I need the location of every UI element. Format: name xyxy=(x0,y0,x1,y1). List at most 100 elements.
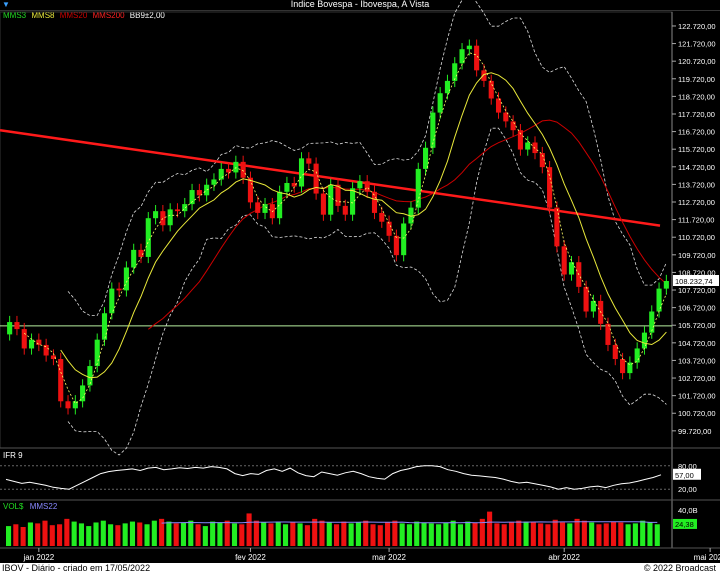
volume-bar xyxy=(603,523,609,546)
legend-mms3: MMS3 xyxy=(3,11,27,20)
volume-bar xyxy=(457,524,464,546)
volume-bar xyxy=(392,520,398,546)
volume-bar xyxy=(654,524,660,546)
x-month-label: abr 2022 xyxy=(548,553,580,562)
candle-body xyxy=(525,142,531,150)
y-tick-label: 112.720,00 xyxy=(678,198,715,207)
y-tick-label: 111.720,00 xyxy=(678,216,714,225)
candle-body xyxy=(620,359,626,374)
candle-body xyxy=(335,184,341,206)
candle-body xyxy=(160,211,166,226)
volume-bar xyxy=(210,521,216,546)
volume-bar xyxy=(625,524,631,546)
candle-body xyxy=(539,153,545,168)
volume-bar xyxy=(589,522,595,546)
volume-bar xyxy=(647,522,653,546)
volume-bar xyxy=(632,523,638,546)
volume-bar xyxy=(115,525,121,546)
volume-bar xyxy=(574,518,580,546)
legend-mms20: MMS20 xyxy=(59,11,88,20)
volume-bar xyxy=(159,518,165,546)
x-month-label: mai 2022 xyxy=(694,553,720,562)
candle-body xyxy=(634,348,640,363)
volume-bar xyxy=(57,524,63,546)
candle-body xyxy=(14,322,20,330)
volume-bar xyxy=(78,523,84,546)
y-tick-label: 113.720,00 xyxy=(678,180,715,189)
title-bar: ▼ Indice Bovespa - Ibovespa, A Vista xyxy=(0,0,720,11)
candle-body xyxy=(291,182,297,187)
volume-bar xyxy=(20,527,26,546)
candle-body xyxy=(503,112,509,122)
candle-body xyxy=(510,121,516,131)
candle-body xyxy=(320,193,326,215)
candle-body xyxy=(225,168,232,173)
volume-value-tag xyxy=(673,518,697,529)
last-value-tag xyxy=(673,274,719,286)
candle-body xyxy=(328,184,334,215)
volume-bar xyxy=(545,524,551,546)
y-tick-label: 115.720,00 xyxy=(678,145,715,154)
volume-bar xyxy=(246,513,252,546)
candle-body xyxy=(430,112,436,148)
volume-bar xyxy=(151,520,157,546)
candle-body xyxy=(532,142,538,154)
candle-body xyxy=(517,130,523,150)
candle-body xyxy=(109,288,115,314)
ifr-value-label: 57,00 xyxy=(675,471,694,480)
ifr-line xyxy=(5,465,662,490)
volume-bar xyxy=(640,520,646,546)
candle-body xyxy=(627,362,633,374)
candle-body xyxy=(459,49,465,64)
candle-body xyxy=(65,401,71,409)
candle-body xyxy=(204,184,210,196)
volume-bar xyxy=(501,524,507,546)
volume-value-label: 24,38 xyxy=(675,520,694,529)
volume-bar xyxy=(35,523,41,546)
candle-body xyxy=(174,209,181,212)
volume-bar xyxy=(552,519,558,546)
bollinger-lower xyxy=(67,127,667,456)
candle-body xyxy=(641,332,648,349)
footer-info: IBOV - Diário - criado em 17/05/2022 xyxy=(2,563,151,573)
indicator-legend: MMS3 MMS8 MMS20 MMS200 BB9±2,00 xyxy=(3,11,168,20)
candle-body xyxy=(364,181,370,192)
candle-body xyxy=(7,322,13,335)
volume-bar xyxy=(377,525,383,546)
candle-body xyxy=(233,161,239,173)
volume-bar xyxy=(275,521,281,546)
y-tick-label: 120.720,00 xyxy=(678,57,716,66)
candle-body xyxy=(379,212,385,222)
candle-body xyxy=(612,344,618,360)
volume-bar xyxy=(414,521,420,546)
candle-body xyxy=(36,339,42,345)
candle-body xyxy=(408,207,414,224)
vol-panel-title: VOL$ MMS22 xyxy=(3,502,57,511)
candle-body xyxy=(474,45,480,71)
y-tick-label: 107.720,00 xyxy=(678,286,716,295)
volume-bar xyxy=(71,521,77,546)
candle-body xyxy=(656,288,662,312)
mms3-line xyxy=(23,52,667,405)
volume-bar xyxy=(49,525,55,546)
candle-body xyxy=(43,344,49,356)
volume-bar xyxy=(472,522,478,546)
ifr-tick-20: 20,00 xyxy=(678,485,697,494)
candle-body xyxy=(167,209,173,226)
volume-bar xyxy=(530,522,536,546)
price-chart[interactable]: 122.720,00 121.720,00 120.720,00 119.720,00… xyxy=(0,0,720,563)
y-tick-label: 102.720,00 xyxy=(678,374,716,383)
candle-body xyxy=(342,205,348,215)
candle-body xyxy=(590,300,596,312)
last-value-label: 108.232,74 xyxy=(675,277,713,286)
volume-bar xyxy=(93,522,99,546)
volume-bar xyxy=(42,520,48,546)
candle-body xyxy=(306,158,312,164)
candle-body xyxy=(444,80,451,94)
legend-mms200: MMS200 xyxy=(92,11,125,20)
candle-body xyxy=(466,45,472,50)
volume-bar xyxy=(239,524,245,546)
volume-bar xyxy=(27,522,33,546)
ifr-value-tag xyxy=(673,468,701,480)
y-tick-label: 121.720,00 xyxy=(678,40,716,49)
